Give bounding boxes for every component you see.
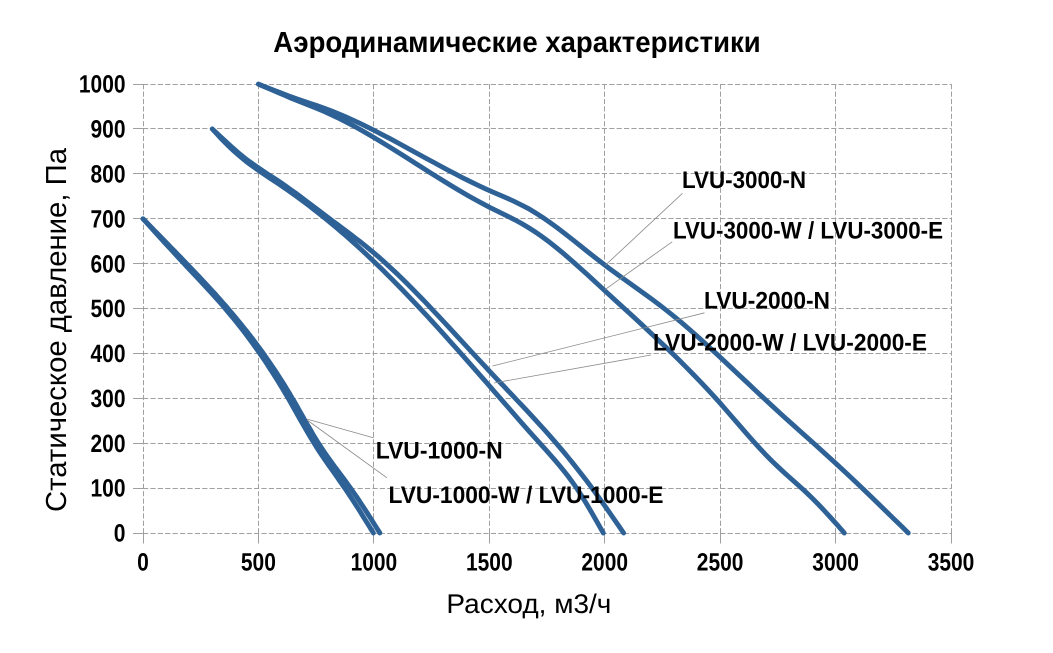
svg-text:0: 0 (114, 520, 126, 548)
svg-text:LVU-1000-W / LVU-1000-E: LVU-1000-W / LVU-1000-E (389, 482, 664, 509)
svg-text:300: 300 (91, 385, 126, 413)
svg-text:500: 500 (91, 295, 126, 323)
svg-text:200: 200 (91, 430, 126, 458)
svg-text:3500: 3500 (928, 549, 975, 577)
svg-text:1000: 1000 (351, 549, 398, 577)
svg-text:LVU-2000-W / LVU-2000-E: LVU-2000-W / LVU-2000-E (653, 330, 927, 357)
svg-text:LVU-3000-N: LVU-3000-N (682, 167, 806, 194)
svg-text:500: 500 (241, 549, 276, 577)
svg-text:600: 600 (91, 250, 126, 278)
svg-text:400: 400 (91, 340, 126, 368)
svg-text:2500: 2500 (697, 549, 744, 577)
svg-text:Аэродинамические характеристик: Аэродинамические характеристики (273, 27, 761, 59)
svg-text:1500: 1500 (466, 549, 513, 577)
svg-text:LVU-1000-N: LVU-1000-N (376, 438, 503, 465)
svg-text:Расход, м3/ч: Расход, м3/ч (446, 589, 611, 619)
svg-text:Статическое давление, Па: Статическое давление, Па (41, 147, 73, 512)
svg-text:100: 100 (91, 475, 126, 503)
svg-text:3000: 3000 (812, 549, 859, 577)
svg-text:1000: 1000 (79, 71, 126, 99)
svg-text:700: 700 (91, 205, 126, 233)
svg-text:LVU-3000-W / LVU-3000-E: LVU-3000-W / LVU-3000-E (673, 218, 943, 245)
svg-text:800: 800 (91, 161, 126, 189)
svg-text:900: 900 (91, 116, 126, 144)
svg-text:LVU-2000-N: LVU-2000-N (704, 288, 830, 315)
svg-text:2000: 2000 (581, 549, 628, 577)
svg-text:0: 0 (137, 549, 149, 577)
